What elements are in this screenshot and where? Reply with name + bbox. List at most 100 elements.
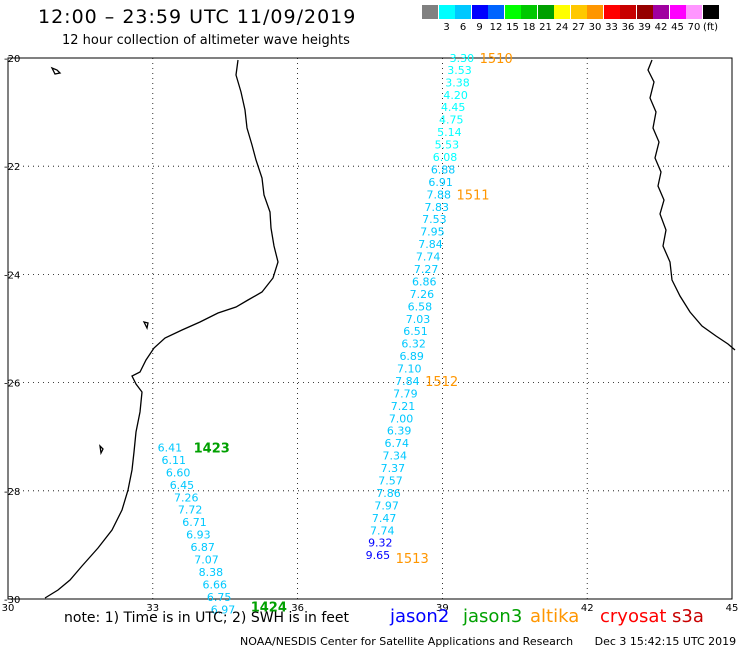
wave-height-value: 7.53	[422, 213, 447, 226]
wave-height-value: 6.32	[401, 338, 426, 351]
scale-swatch	[620, 5, 636, 19]
scale-label: 18	[522, 22, 536, 33]
scale-label: 30	[588, 22, 602, 33]
scale-label: (ft)	[702, 22, 719, 33]
wave-height-value: 6.51	[403, 325, 428, 338]
wave-height-value: 7.84	[418, 238, 443, 251]
wave-height-value: 6.74	[384, 437, 409, 450]
wave-height-value: 3.38	[445, 76, 470, 89]
lon-tick-label: 42	[581, 603, 594, 614]
lon-tick-label: 33	[146, 603, 159, 614]
wave-height-value: 7.88	[426, 188, 451, 201]
wave-height-value: 4.20	[443, 89, 468, 102]
wave-height-value: 6.91	[428, 176, 453, 189]
track-time-label: 1423	[194, 442, 230, 457]
scale-label: 70	[687, 22, 701, 33]
lon-tick-label: 45	[726, 603, 739, 614]
wave-height-value: 3.30	[450, 52, 475, 65]
scale-label: 15	[506, 22, 519, 33]
scale-label: 3	[443, 22, 450, 33]
scale-swatch	[455, 5, 471, 19]
lat-tick-label: -26	[4, 379, 20, 390]
lon-tick-label: 36	[291, 603, 304, 614]
scale-swatch	[702, 5, 719, 19]
scale-label: 33	[605, 22, 618, 33]
axis-labels: 30 33 36 39 42 45 -20 -22 -24 -26 -28 -30	[2, 54, 739, 614]
wave-height-value: 7.72	[178, 504, 203, 517]
wave-height-value: 7.00	[389, 412, 414, 425]
scale-label: 12	[489, 22, 503, 33]
wave-height-value: 6.58	[408, 300, 433, 313]
track-time-label: 1510	[480, 52, 513, 67]
scale-swatch	[669, 5, 686, 19]
wave-height-value: 7.34	[383, 450, 408, 463]
legend-s3a: s3a	[672, 606, 704, 627]
wave-height-value: 6.89	[399, 350, 424, 363]
legend-jason3: jason3	[463, 606, 523, 627]
scale-swatch	[653, 5, 669, 19]
legend-altika: altika	[530, 606, 580, 627]
lon-tick-label: 39	[436, 603, 449, 614]
wave-height-value: 7.26	[174, 491, 199, 504]
wave-height-value: 7.95	[420, 226, 445, 239]
scale-label: 9	[476, 22, 483, 33]
wave-height-value: 7.07	[194, 554, 219, 567]
wave-height-value: 3.53	[447, 64, 472, 77]
scale-swatch	[521, 5, 537, 19]
scale-label: 24	[555, 22, 569, 33]
footer-org: NOAA/NESDIS Center for Satellite Applica…	[240, 635, 574, 648]
wave-height-value: 7.27	[414, 263, 439, 276]
coastline-east	[647, 59, 736, 351]
wave-height-value: 9.32	[368, 537, 393, 550]
wave-height-value: 9.65	[366, 549, 391, 562]
altimeter-tracks: 3.303.533.384.204.454.755.145.536.086.88…	[158, 52, 513, 616]
wave-height-value: 7.47	[372, 512, 397, 525]
scale-swatch	[603, 5, 620, 19]
graticule	[8, 58, 732, 599]
scale-label: 39	[638, 22, 651, 33]
scale-swatch	[587, 5, 603, 19]
wave-height-value: 6.87	[190, 541, 215, 554]
track-time-label: 1513	[396, 552, 429, 567]
lat-tick-label: -30	[4, 595, 20, 606]
lat-tick-label: -28	[4, 487, 20, 498]
legend-cryosat: cryosat	[600, 606, 667, 627]
track-time-label: 1424	[251, 600, 287, 615]
wave-height-value: 7.10	[397, 363, 422, 376]
scale-swatch	[686, 5, 702, 19]
wave-height-value: 6.45	[170, 479, 195, 492]
lat-tick-label: -22	[4, 162, 20, 173]
footer: NOAA/NESDIS Center for Satellite Applica…	[240, 635, 740, 648]
scale-swatch	[438, 5, 455, 19]
scale-swatch	[471, 5, 488, 19]
wave-height-value: 6.88	[431, 163, 456, 176]
wave-height-value: 7.97	[374, 499, 399, 512]
scale-swatch	[504, 5, 521, 19]
scale-label: 21	[539, 22, 552, 33]
lon-tick-label: 30	[2, 603, 15, 614]
wave-height-value: 7.86	[376, 487, 401, 500]
footer-timestamp: Dec 3 15:42:15 UTC 2019	[594, 635, 737, 648]
wave-height-value: 6.41	[158, 442, 183, 455]
chart-title: 12:00 – 23:59 UTC 11/09/2019	[38, 6, 357, 28]
chart-subtitle: 12 hour collection of altimeter wave hei…	[62, 33, 350, 48]
scale-label: 42	[654, 22, 668, 33]
scale-label: 36	[621, 22, 635, 33]
scale-label: 6	[459, 22, 467, 33]
wave-height-value: 7.37	[381, 462, 406, 475]
wave-height-value: 6.93	[186, 529, 211, 542]
wave-height-value: 7.79	[393, 387, 418, 400]
scale-label: 45	[671, 22, 684, 33]
wave-height-value: 6.66	[203, 578, 228, 591]
wave-height-value: 7.84	[395, 375, 420, 388]
wave-height-value: 7.57	[378, 475, 403, 488]
lat-tick-label: -20	[4, 54, 20, 65]
scale-swatch	[570, 5, 587, 19]
wave-height-value: 4.45	[441, 101, 466, 114]
scale-swatch	[554, 5, 570, 19]
scale-swatch	[636, 5, 653, 19]
track-time-label: 1511	[456, 188, 489, 203]
wave-height-value: 7.83	[425, 201, 450, 214]
wave-height-value: 6.11	[161, 454, 186, 467]
